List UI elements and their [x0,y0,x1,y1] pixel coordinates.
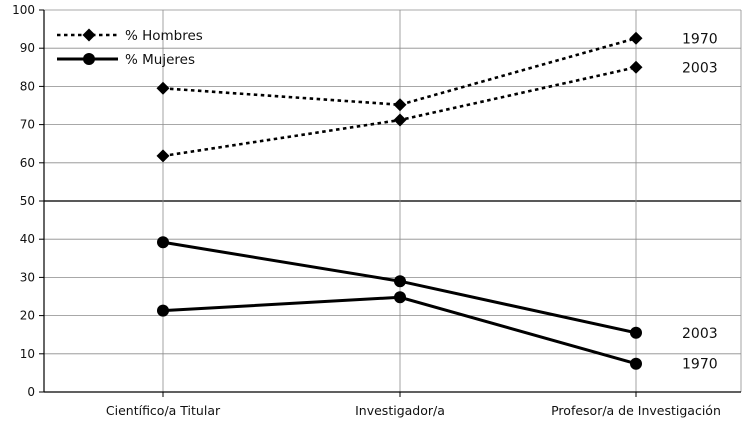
x-tick-label: Científico/a Titular [106,403,221,418]
x-tick-label: Investigador/a [355,403,445,418]
y-tick-label: 10 [20,347,35,361]
series-mujeres-1970 [157,291,642,370]
y-tick-label: 70 [20,118,35,132]
y-tick-label: 50 [20,194,35,208]
data-point [394,275,406,288]
y-tick-label: 0 [27,385,35,399]
data-point [156,81,170,95]
legend: % Hombres % Mujeres [57,28,203,68]
data-point [393,113,407,127]
y-tick-label: 40 [20,232,35,246]
legend-label: % Mujeres [125,52,195,68]
diamond-marker-icon [82,28,96,42]
data-point [630,326,642,339]
series-hombres-2003 [156,60,643,163]
legend-entry-mujeres: % Mujeres [57,52,195,68]
data-point [394,291,406,304]
y-tick-label: 80 [20,79,35,93]
series-layer [156,31,643,370]
series-line [162,37,637,107]
series-mujeres-2003 [157,236,642,339]
year-annotation: 2003 [682,326,718,342]
data-point [156,149,170,163]
label-layer: 1970 2003 2003 1970 [682,31,718,372]
axis-layer: 0 10 20 30 40 50 60 70 80 90 100 Científico/a Titul… [12,3,741,418]
y-tick-label: 60 [20,156,35,170]
data-point [157,236,169,249]
data-point [393,98,407,112]
legend-label: % Hombres [125,28,203,44]
data-point [630,357,642,370]
x-tick-label: Profesor/a de Investigación [551,403,721,418]
legend-entry-hombres: % Hombres [57,28,203,44]
y-tick-label: 90 [20,41,35,55]
series-line [162,240,637,335]
y-tick-label: 20 [20,309,35,323]
y-tick-label: 100 [12,3,35,17]
series-hombres-1970 [156,31,643,112]
year-annotation: 2003 [682,60,718,76]
y-tick-label: 30 [20,270,35,284]
series-line [162,66,637,158]
year-annotation: 1970 [682,31,718,47]
data-point [157,304,169,317]
year-annotation: 1970 [682,357,718,373]
data-point [629,31,643,45]
data-point [629,60,643,74]
circle-marker-icon [83,53,95,65]
